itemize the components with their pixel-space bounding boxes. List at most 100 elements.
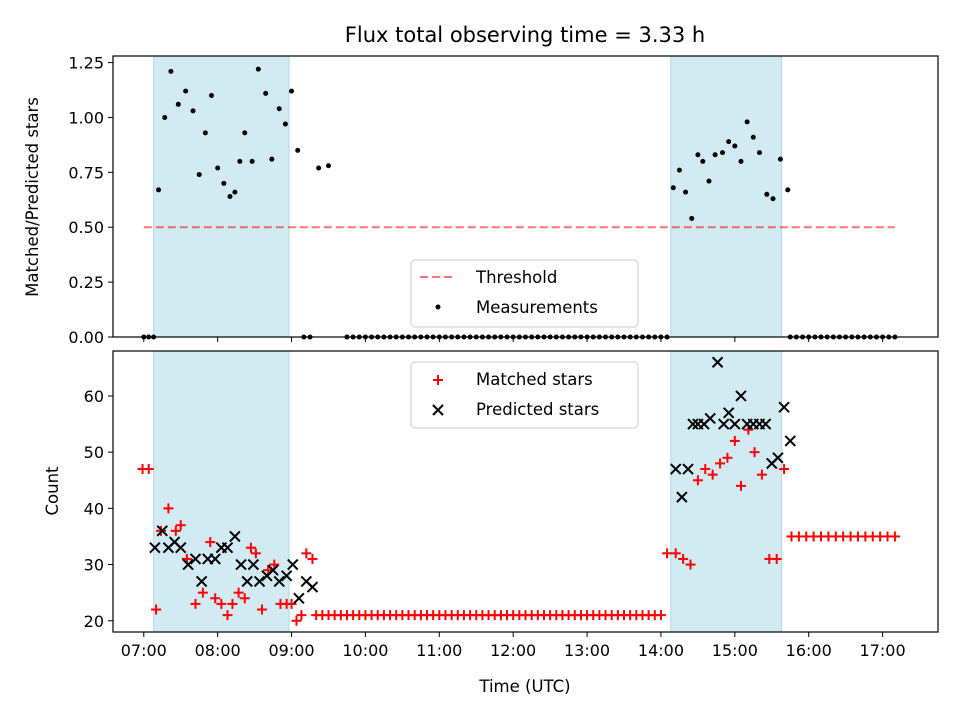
legend-measurements-label: Measurements — [476, 298, 598, 317]
measurement-point — [510, 334, 516, 340]
measurement-point — [880, 334, 886, 340]
matched-star-point — [722, 452, 733, 463]
matched-star-point — [250, 548, 261, 559]
measurement-point — [535, 334, 541, 340]
x-tick-label: 10:00 — [342, 641, 388, 660]
matched-star-point — [233, 587, 244, 598]
measurement-point — [609, 334, 615, 340]
matched-star-point — [662, 548, 673, 559]
measurement-point — [242, 130, 248, 136]
y-tick-label: 0.75 — [68, 163, 104, 182]
y-tick-label: 30 — [84, 556, 104, 575]
predicted-star-point — [687, 418, 699, 430]
matched-star-point — [151, 604, 162, 615]
measurement-point — [387, 334, 393, 340]
matched-star-point — [286, 598, 297, 609]
measurement-point — [516, 334, 522, 340]
measurement-point — [676, 167, 682, 173]
measurement-point — [141, 334, 147, 340]
top-y-axis-label: Matched/Predicted stars — [23, 97, 42, 297]
predicted-star-point — [676, 491, 688, 503]
measurement-point — [467, 334, 473, 340]
measurement-point — [590, 334, 596, 340]
matched-star-point — [190, 598, 201, 609]
measurement-point — [818, 334, 824, 340]
legend-predicted-label: Predicted stars — [476, 400, 599, 419]
measurement-point — [670, 185, 676, 191]
measurement-point — [615, 334, 621, 340]
bottom-legend-box — [410, 361, 639, 429]
measurement-point — [151, 334, 157, 340]
measurement-point — [399, 334, 405, 340]
matched-star-point — [729, 435, 740, 446]
measurement-point — [584, 334, 590, 340]
legend-plus-marker — [433, 375, 443, 385]
legend-threshold-label: Threshold — [475, 268, 557, 287]
x-tick-label: 09:00 — [268, 641, 314, 660]
predicted-star-point — [175, 541, 187, 554]
measurement-point — [873, 334, 879, 340]
predicted-star-point — [759, 418, 772, 430]
x-tick-label: 08:00 — [195, 641, 241, 660]
measurement-point — [553, 334, 559, 340]
measurement-point — [227, 194, 233, 199]
measurement-point — [412, 334, 418, 340]
measurement-point — [449, 334, 455, 340]
predicted-star-point — [729, 418, 741, 430]
predicted-star-point — [682, 463, 694, 475]
matched-star-point — [779, 464, 790, 475]
measurement-point — [770, 196, 776, 202]
measurement-point — [393, 334, 399, 340]
matched-star-point — [307, 553, 318, 564]
measurement-point — [473, 334, 479, 340]
predicted-star-point — [182, 558, 194, 571]
matched-star-point — [216, 598, 227, 609]
measurement-point — [861, 334, 867, 340]
measurement-point — [255, 66, 261, 72]
y-tick-label: 1.00 — [68, 108, 104, 127]
measurement-point — [855, 334, 861, 340]
x-tick-label: 14:00 — [638, 641, 684, 660]
measurement-point — [689, 215, 695, 221]
measurement-point — [683, 189, 689, 195]
bottom-y-axis-label: Count — [43, 466, 62, 516]
matched-star-point — [749, 447, 760, 458]
measurement-point — [276, 106, 282, 112]
measurement-point — [806, 334, 812, 340]
measurement-point — [504, 334, 510, 340]
measurement-point — [824, 334, 830, 340]
measurement-point — [559, 334, 565, 340]
measurement-point — [800, 334, 806, 340]
measurement-point — [867, 334, 873, 340]
top-plot-title: Flux total observing time = 3.33 h — [345, 23, 705, 47]
measurement-point — [720, 150, 726, 156]
y-tick-label: 20 — [84, 612, 104, 631]
matched-star-point — [245, 542, 256, 553]
y-tick-label: 0.50 — [68, 218, 104, 237]
predicted-stars-points — [149, 356, 796, 604]
measurement-point — [175, 101, 181, 107]
measurement-point — [418, 334, 424, 340]
matched-star-point — [227, 598, 238, 609]
top-y-ticks: 0.00 0.25 0.50 0.75 1.00 1.25 — [68, 54, 113, 347]
measurement-point — [325, 163, 331, 169]
predicted-star-point — [253, 575, 266, 588]
x-tick-label: 16:00 — [786, 641, 832, 660]
measurement-point — [886, 334, 892, 340]
measurement-point — [461, 334, 467, 340]
measurement-points — [141, 66, 898, 340]
predicted-star-point — [711, 356, 724, 368]
predicted-star-point — [247, 558, 260, 571]
matched-star-point — [756, 469, 767, 480]
measurement-point — [406, 334, 412, 340]
predicted-star-point — [670, 463, 682, 475]
predicted-star-point — [735, 390, 747, 402]
measurement-point — [627, 334, 633, 340]
y-tick-label: 60 — [84, 387, 104, 406]
measurement-point — [455, 334, 461, 340]
measurement-point — [658, 334, 664, 340]
measurement-point — [652, 334, 658, 340]
legend-matched-swatch — [433, 375, 443, 385]
observing-band — [153, 350, 290, 633]
